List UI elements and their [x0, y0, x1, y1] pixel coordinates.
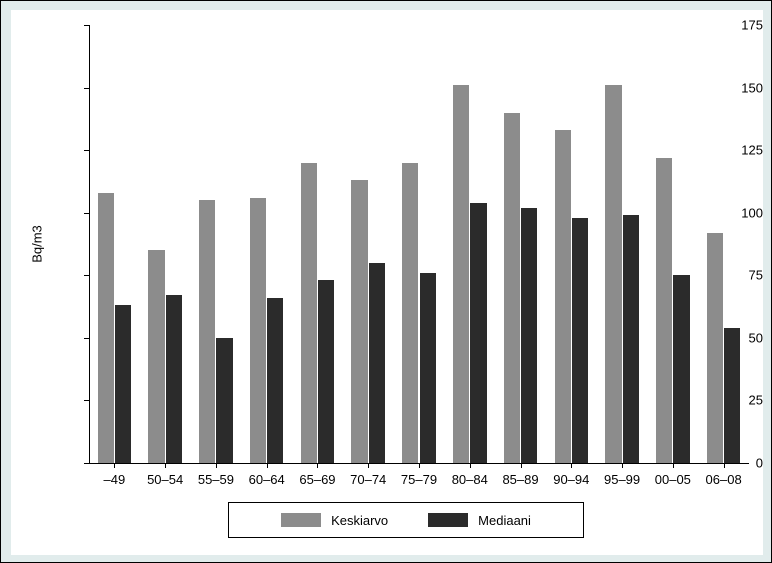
y-axis-line — [89, 25, 90, 463]
x-tick — [521, 463, 522, 468]
x-tick-label: 65–69 — [299, 472, 335, 487]
legend-item-keskiarvo: Keskiarvo — [281, 513, 388, 528]
bar-mediaani — [673, 275, 689, 463]
x-tick-label: 90–94 — [553, 472, 589, 487]
bar-keskiarvo — [301, 163, 317, 463]
legend-swatch — [428, 513, 468, 527]
x-tick-label: 00–05 — [655, 472, 691, 487]
x-tick-label: 80–84 — [452, 472, 488, 487]
y-tick-label: 75 — [696, 268, 763, 283]
x-tick — [114, 463, 115, 468]
bar-mediaani — [521, 208, 537, 463]
legend-label: Mediaani — [478, 513, 531, 528]
y-tick — [84, 338, 89, 339]
bar-mediaani — [623, 215, 639, 463]
bar-keskiarvo — [555, 130, 571, 463]
legend-swatch — [281, 513, 321, 527]
y-tick-label: 100 — [696, 205, 763, 220]
bar-keskiarvo — [402, 163, 418, 463]
x-tick-label: 06–08 — [706, 472, 742, 487]
bar-keskiarvo — [199, 200, 215, 463]
x-tick — [216, 463, 217, 468]
y-tick — [84, 463, 89, 464]
chart-inner: 0 25 50 75 100 125 150 175 –49 50–54 55–59 60–64 65… — [11, 10, 763, 555]
y-tick — [84, 275, 89, 276]
y-tick-label: 175 — [696, 18, 763, 33]
x-tick — [470, 463, 471, 468]
y-tick — [84, 400, 89, 401]
bar-keskiarvo — [351, 180, 367, 463]
x-tick — [724, 463, 725, 468]
bar-keskiarvo — [250, 198, 266, 463]
plot-area — [89, 25, 749, 463]
legend: Keskiarvo Mediaani — [228, 502, 584, 538]
bar-mediaani — [267, 298, 283, 463]
y-tick-label: 0 — [696, 456, 763, 471]
x-tick — [622, 463, 623, 468]
x-tick — [368, 463, 369, 468]
bar-mediaani — [420, 273, 436, 463]
x-tick-label: 95–99 — [604, 472, 640, 487]
x-tick-label: 85–89 — [502, 472, 538, 487]
x-tick — [419, 463, 420, 468]
y-axis-title: Bq/m3 — [30, 225, 45, 263]
x-tick-label: 75–79 — [401, 472, 437, 487]
x-tick-label: 50–54 — [147, 472, 183, 487]
x-tick — [267, 463, 268, 468]
x-tick — [571, 463, 572, 468]
bar-mediaani — [318, 280, 334, 463]
chart-outer: 0 25 50 75 100 125 150 175 –49 50–54 55–59 60–64 65… — [0, 0, 772, 563]
x-tick — [673, 463, 674, 468]
bar-mediaani — [572, 218, 588, 463]
y-tick-label: 150 — [696, 80, 763, 95]
x-tick-label: 60–64 — [249, 472, 285, 487]
bar-keskiarvo — [504, 113, 520, 463]
x-tick-label: –49 — [104, 472, 126, 487]
bar-mediaani — [369, 263, 385, 463]
legend-label: Keskiarvo — [331, 513, 388, 528]
y-tick — [84, 213, 89, 214]
y-tick-label: 25 — [696, 393, 763, 408]
bar-keskiarvo — [656, 158, 672, 463]
y-tick — [84, 88, 89, 89]
bar-keskiarvo — [148, 250, 164, 463]
y-tick-label: 125 — [696, 143, 763, 158]
bar-keskiarvo — [453, 85, 469, 463]
bar-mediaani — [115, 305, 131, 463]
bar-mediaani — [216, 338, 232, 463]
bar-mediaani — [470, 203, 486, 463]
y-tick — [84, 150, 89, 151]
x-tick-label: 55–59 — [198, 472, 234, 487]
y-tick — [84, 25, 89, 26]
y-tick-label: 50 — [696, 330, 763, 345]
x-tick-label: 70–74 — [350, 472, 386, 487]
legend-item-mediaani: Mediaani — [428, 513, 531, 528]
bar-mediaani — [166, 295, 182, 463]
x-tick — [165, 463, 166, 468]
bar-keskiarvo — [605, 85, 621, 463]
x-tick — [317, 463, 318, 468]
bar-keskiarvo — [98, 193, 114, 463]
